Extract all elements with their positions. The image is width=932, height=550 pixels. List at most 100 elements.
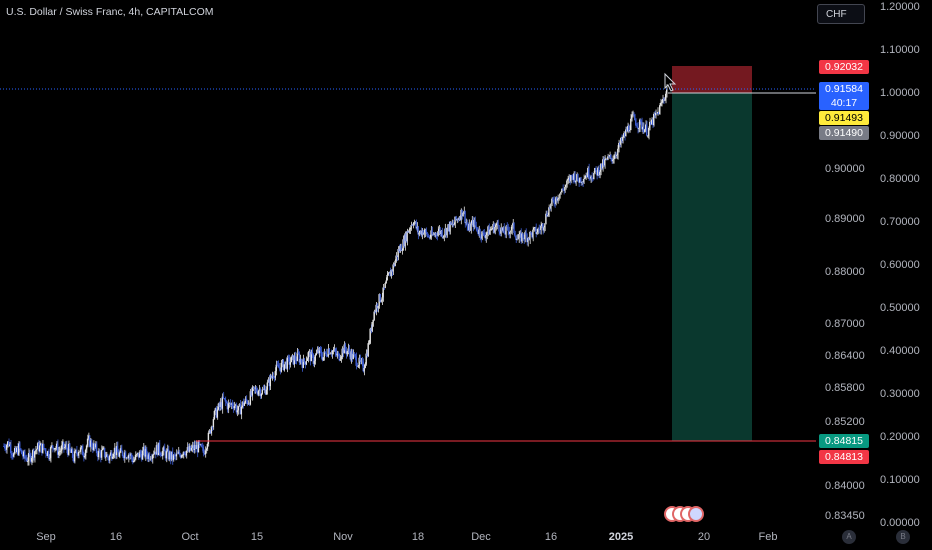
candle-body [151,454,154,459]
candle-body [343,344,345,354]
candle-body [133,459,136,461]
candle-body [639,119,641,128]
candle-body [625,129,627,137]
candle-body [278,367,280,369]
candle-body [453,224,455,226]
candle-body [586,175,588,178]
candle-body [155,445,158,455]
candle-body [394,260,396,266]
candle-body [619,142,621,145]
candle-body [390,270,392,277]
candle-body [169,452,172,460]
candle-body [445,228,447,236]
candle-body [142,446,145,451]
candle-body [485,234,487,239]
candle-body [254,388,256,390]
candle-body [275,364,277,372]
candle-body [153,451,156,455]
candle-body [173,455,176,456]
candle-body [352,353,354,359]
candle-body [344,344,346,351]
candle-body [364,363,366,368]
candle-body [116,446,119,453]
candle-body [552,198,554,201]
candle-body [73,451,76,462]
candle-body [314,354,316,361]
log-scale-button[interactable]: B [896,530,910,544]
candle-body [217,403,219,410]
candle-body [224,398,226,402]
candle-body [608,156,610,158]
time-axis-label: Dec [471,531,491,543]
candle-body [35,449,38,451]
candle-body [368,342,370,344]
candle-body [44,449,47,454]
left-scale-label: 0.83450 [825,510,865,522]
candle-body [665,93,667,100]
candle-body [25,458,28,462]
candle-body [214,408,216,411]
candle-body [403,239,405,247]
candle-body [189,445,192,451]
candle-body [366,353,368,357]
candle-body [516,238,518,240]
candle-body [446,227,448,236]
cursor-arrow-icon [664,72,677,92]
candle-body [308,351,310,353]
currency-selector[interactable]: CHF [817,4,865,24]
candle-body [293,355,295,365]
candle-body [192,445,195,450]
candle-body [289,362,291,365]
candle-body [47,451,50,459]
candle-body [559,193,561,198]
candle-body [283,364,285,371]
candle-body [591,176,593,179]
candle-body [255,388,257,393]
left-scale-label: 0.85200 [825,416,865,428]
candle-body [42,443,45,449]
candle-body [290,356,292,363]
candle-body [422,230,424,235]
candle-body [370,328,372,332]
auto-scale-button[interactable]: A [842,530,856,544]
candle-body [648,127,650,136]
candle-body [37,443,40,452]
candle-body [650,121,652,125]
candle-body [585,175,587,178]
candle-body [418,232,420,235]
events-marker[interactable] [664,506,706,522]
candle-body [601,163,603,169]
candle-body [597,167,599,176]
candle-body [555,197,557,204]
candle-body [397,249,399,258]
candle-body [241,401,243,407]
candle-body [90,440,93,448]
candle-body [594,167,596,174]
candle-body [363,367,365,372]
candle-body [218,403,220,408]
candle-body [114,447,117,456]
stop-zone[interactable] [672,93,752,441]
candle-body [257,390,259,395]
right-scale-label: 1.20000 [880,1,920,13]
candle-body [38,445,41,452]
candle-body [87,436,90,439]
candle-body [484,235,486,239]
candle-body [379,294,381,302]
candle-body [209,430,211,434]
candle-body [332,350,334,352]
candle-body [4,448,7,450]
right-scale-label: 0.10000 [880,474,920,486]
candle-body [405,233,407,242]
candle-body [187,447,190,452]
candle-body [645,124,647,130]
candle-body [578,180,580,183]
candle-body [391,270,393,272]
candle-body [603,159,605,166]
candle-body [123,452,126,459]
candle-body [56,443,59,455]
left-scale-label: 0.84000 [825,480,865,492]
candle-body [374,311,376,313]
candle-body [355,356,357,366]
